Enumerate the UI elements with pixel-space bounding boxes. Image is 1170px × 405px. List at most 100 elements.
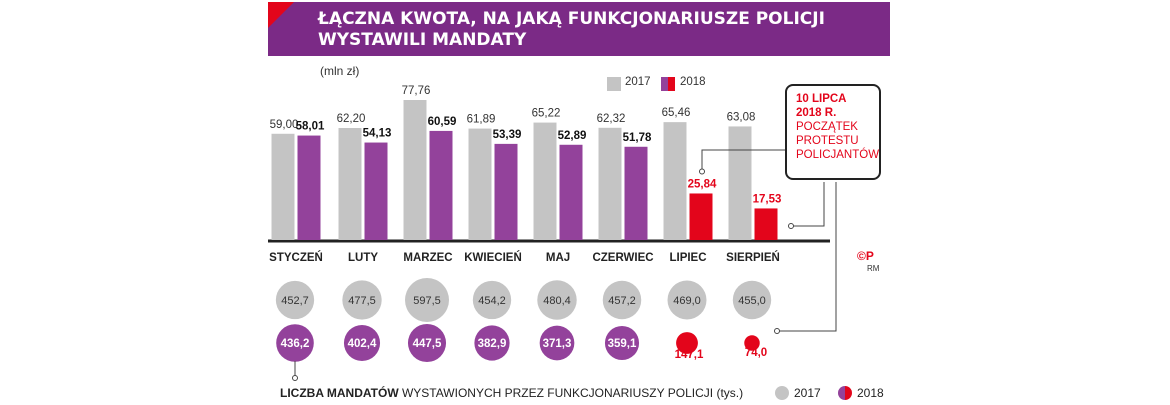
bar-2017-3 <box>468 128 492 240</box>
bubble-2018-4 <box>539 325 575 361</box>
bar-label-2017-1: 62,20 <box>337 113 366 125</box>
bar-label-2018-7: 17,53 <box>753 193 782 205</box>
bottom-legend-2018: 2018 <box>857 386 884 400</box>
bottom-legend-dot-2018 <box>838 386 852 400</box>
bar-2018-6 <box>689 193 713 240</box>
month-label-3: KWIECIEŃ <box>464 251 522 264</box>
callout-connector-lipiec <box>701 149 786 172</box>
bubble-2018-1 <box>343 324 381 362</box>
caption-rest: WYSTAWIONYCH PRZEZ FUNKCJONARIUSZY POLIC… <box>398 386 744 400</box>
copyright-sub: RM <box>867 264 880 273</box>
bubble-2018-7 <box>744 335 760 351</box>
bubble-2017-7 <box>732 280 772 320</box>
bar-2018-7 <box>754 208 778 240</box>
month-label-5: CZERWIEC <box>592 252 653 264</box>
bubble-label-2017-4: 480,4 <box>543 295 571 307</box>
legend-label-2017: 2017 <box>625 76 651 88</box>
connector-dot-lipiec <box>699 168 705 175</box>
callout-year: 2018 R. <box>796 107 837 119</box>
month-label-2: MARZEC <box>403 252 452 264</box>
bubble-2017-2 <box>405 278 449 322</box>
bar-label-2018-5: 51,78 <box>623 132 652 144</box>
bubble-label-2018-7: 74,0 <box>745 347 767 359</box>
bubble-label-2017-7: 455,0 <box>738 295 766 307</box>
month-label-1: LUTY <box>348 252 378 264</box>
legend-swatch-2018 <box>661 77 675 91</box>
bar-2018-1 <box>364 142 388 240</box>
bar-label-2017-4: 65,22 <box>532 108 561 120</box>
bar-2017-0 <box>271 133 295 240</box>
bubble-label-2018-0: 436,2 <box>281 338 310 350</box>
title-corner-accent <box>268 2 294 28</box>
bubble-2018-2 <box>407 323 447 363</box>
bubble-2018-0 <box>276 324 314 362</box>
bar-2017-6 <box>663 122 687 240</box>
caption-bold: LICZBA MANDATÓW <box>280 386 399 400</box>
month-label-7: SIERPIEŃ <box>726 251 780 264</box>
bottom-legend-dot-2017 <box>775 386 789 400</box>
connector-dot-bubbles <box>774 328 780 334</box>
legend-label-2018: 2018 <box>680 76 706 88</box>
bar-2018-0 <box>297 135 321 240</box>
bubble-2017-4 <box>537 280 577 320</box>
bar-label-2017-2: 77,76 <box>402 85 431 97</box>
bubble-label-2017-3: 454,2 <box>478 295 506 307</box>
unit-label: (mln zł) <box>320 64 360 78</box>
bubble-label-2017-6: 469,0 <box>673 295 701 307</box>
legend-swatch-2017 <box>607 77 621 91</box>
bar-2018-2 <box>429 130 453 240</box>
bubble-label-2018-3: 382,9 <box>478 338 507 350</box>
callout-connector-sierpien <box>791 182 825 227</box>
bar-label-2017-5: 62,32 <box>597 113 626 125</box>
bar-label-2018-2: 60,59 <box>428 116 457 128</box>
protest-callout: 10 LIPCA 2018 R. POCZĄTEK PROTESTU POLIC… <box>785 84 881 180</box>
bar-2018-5 <box>624 146 648 240</box>
bubble-label-2017-5: 457,2 <box>608 295 636 307</box>
bar-label-2018-6: 25,84 <box>688 178 717 190</box>
bubble-2017-0 <box>275 280 315 320</box>
month-label-6: LIPIEC <box>669 252 706 264</box>
callout-text: POCZĄTEK PROTESTU POLICJANTÓW <box>796 121 880 161</box>
bar-2017-4 <box>533 122 557 240</box>
month-label-0: STYCZEŃ <box>269 251 323 264</box>
bubble-2017-6 <box>667 280 707 320</box>
bubble-label-2018-2: 447,5 <box>413 338 442 350</box>
bar-label-2018-0: 58,01 <box>296 121 325 133</box>
bubble-label-2018-6: 147,1 <box>675 349 704 361</box>
callout-connector-bubbles <box>777 182 837 332</box>
bubble-label-2017-1: 477,5 <box>348 295 376 307</box>
bar-2018-4 <box>559 144 583 240</box>
bubble-label-2018-1: 402,4 <box>348 338 377 350</box>
title-banner <box>268 2 890 56</box>
copyright-mark: ©P <box>857 249 874 263</box>
caption-pointer-dot <box>292 375 298 381</box>
bar-2018-3 <box>494 143 518 240</box>
bar-label-2018-3: 53,39 <box>493 129 522 141</box>
bubble-chart-caption: LICZBA MANDATÓW WYSTAWIONYCH PRZEZ FUNKC… <box>280 386 743 400</box>
bubble-2018-5 <box>604 325 640 361</box>
bubble-2017-3 <box>472 280 512 320</box>
bubble-2017-5 <box>602 280 642 320</box>
bar-label-2018-4: 52,89 <box>558 130 587 142</box>
chart-title: ŁĄCZNA KWOTA, NA JAKĄ FUNKCJONARIUSZE PO… <box>318 9 825 50</box>
connector-dot-sierpien <box>788 223 794 229</box>
month-label-4: MAJ <box>546 252 570 264</box>
bar-label-2017-7: 63,08 <box>727 111 756 123</box>
bar-label-2017-6: 65,46 <box>662 107 691 119</box>
bubble-2017-1 <box>342 280 382 320</box>
bottom-legend-2017: 2017 <box>794 386 821 400</box>
bubble-label-2017-2: 597,5 <box>413 295 441 307</box>
bubble-label-2018-5: 359,1 <box>608 338 637 350</box>
bar-2017-2 <box>403 100 427 240</box>
bubble-label-2017-0: 452,7 <box>281 295 309 307</box>
bar-2017-5 <box>598 127 622 240</box>
bubble-2018-3 <box>474 325 510 361</box>
bubble-2018-6 <box>676 332 698 354</box>
bar-label-2018-1: 54,13 <box>363 128 392 140</box>
callout-date: 10 LIPCA <box>796 93 847 105</box>
bar-2017-1 <box>338 128 362 240</box>
bar-2017-7 <box>728 126 752 240</box>
bar-label-2017-0: 59,00 <box>270 119 299 131</box>
